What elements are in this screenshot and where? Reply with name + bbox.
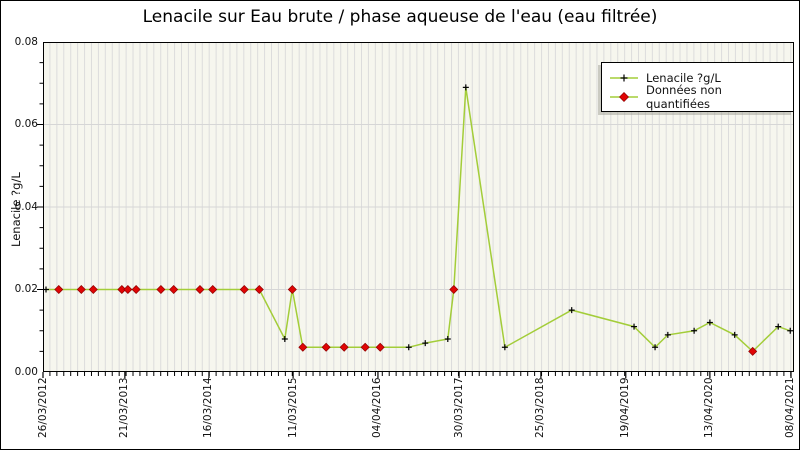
non-quantified-point-marker: [748, 346, 758, 356]
plot-border: [43, 42, 794, 372]
non-quantified-point-marker: [156, 285, 166, 294]
non-quantified-point-marker: [339, 342, 349, 352]
x-tick-label: 13/04/2020: [703, 377, 716, 438]
non-quantified-point-marker: [375, 342, 385, 352]
non-quantified-point-marker: [321, 342, 331, 352]
legend-label-series: Lenacile ?g/L: [646, 70, 721, 85]
non-quantified-point-marker: [123, 285, 133, 294]
x-tick-label: 21/03/2013: [118, 377, 131, 438]
non-quantified-point-marker: [449, 285, 459, 294]
plot-area: Lenacile ?g/L Données non quantifiées: [37, 42, 794, 378]
legend-label-nonquantified: Données non quantifiées: [646, 82, 722, 111]
non-quantified-point-marker: [208, 285, 218, 294]
x-tick-label: 26/03/2012: [36, 377, 49, 438]
green-line-red-diamond-icon: [609, 91, 639, 103]
non-quantified-point-marker: [254, 285, 264, 294]
legend-item-nonquantified: Données non quantifiées: [609, 83, 782, 111]
y-tick-label: 0.04: [14, 200, 38, 213]
non-quantified-point-marker: [169, 285, 179, 294]
x-tick-label: 11/03/2015: [286, 377, 299, 438]
x-tick-label: 08/04/2021: [784, 377, 797, 438]
non-quantified-point-marker: [76, 285, 86, 294]
x-tick-label: 16/03/2014: [202, 377, 215, 438]
green-line-black-plus-icon: [609, 72, 639, 84]
x-tick-label: 25/03/2018: [534, 377, 547, 438]
non-quantified-point-marker: [239, 285, 249, 294]
x-tick-label: 04/04/2016: [371, 377, 384, 438]
non-quantified-point-marker: [195, 285, 205, 294]
legend: Lenacile ?g/L Données non quantifiées: [601, 62, 794, 112]
x-tick-label: 19/04/2019: [619, 377, 632, 438]
non-quantified-point-marker: [287, 285, 297, 294]
x-tick-label: 30/03/2017: [452, 377, 465, 438]
non-quantified-point-marker: [54, 285, 64, 294]
legend-item-series: Lenacile ?g/L: [609, 68, 782, 87]
y-tick-label: 0.02: [14, 283, 38, 295]
data-line: [46, 87, 791, 353]
y-tick-label: 0.08: [14, 35, 38, 48]
non-quantified-point-marker: [131, 285, 141, 294]
non-quantified-point-marker: [298, 342, 308, 352]
chart-title: Lenacile sur Eau brute / phase aqueuse d…: [142, 7, 658, 27]
non-quantified-point-marker: [117, 285, 127, 294]
non-quantified-point-marker: [360, 342, 370, 352]
y-tick-label: 0.00: [14, 365, 38, 378]
y-tick-label: 0.06: [14, 118, 38, 130]
non-quantified-point-marker: [88, 285, 98, 294]
